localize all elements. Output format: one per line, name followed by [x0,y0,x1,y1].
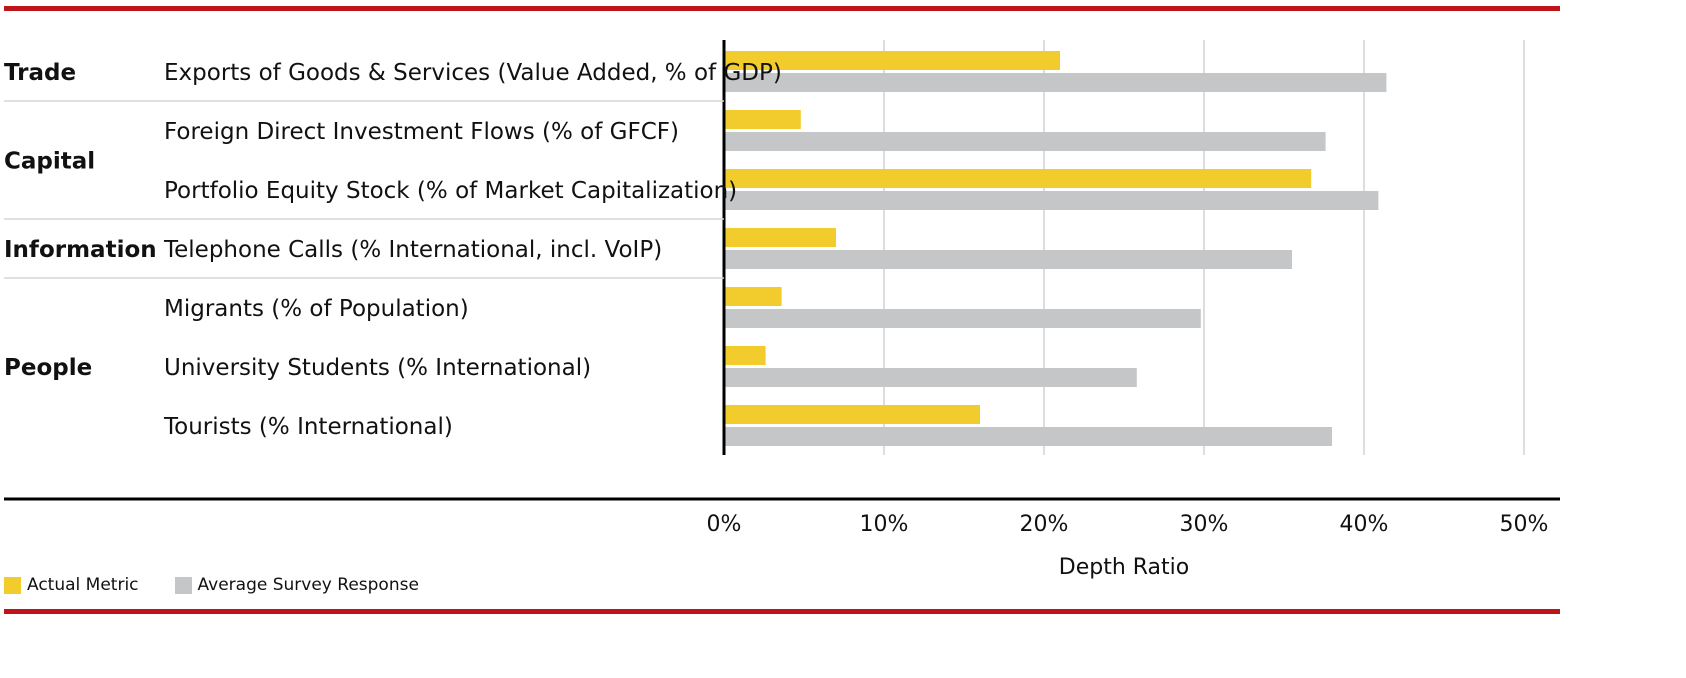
category-label-3: Telephone Calls (% International, incl. … [163,237,662,263]
category-label-5: University Students (% International) [164,355,591,381]
chart-legend: Actual Metric Average Survey Response [4,575,455,595]
bar-actual-3 [724,228,836,247]
x-axis-title: Depth Ratio [1059,555,1190,580]
category-label-0: Exports of Goods & Services (Value Added… [164,60,782,86]
legend-label-actual: Actual Metric [27,575,139,595]
category-label-6: Tourists (% International) [163,414,453,440]
top-accent-rule [4,6,1560,11]
bar-survey-0 [724,73,1387,92]
group-label-information: Information [4,237,157,263]
legend-swatch-actual [4,576,21,594]
group-label-people: People [4,355,92,381]
category-label-1: Foreign Direct Investment Flows (% of GF… [164,119,679,145]
group-label-trade: Trade [4,60,76,86]
bar-survey-2 [724,191,1379,210]
bar-actual-2 [724,169,1312,188]
x-tick-label-10: 10% [860,512,909,537]
legend-item-actual: Actual Metric [4,575,139,595]
bar-survey-4 [724,309,1201,328]
bar-survey-1 [724,132,1326,151]
category-label-2: Portfolio Equity Stock (% of Market Capi… [164,178,737,204]
bar-actual-4 [724,287,782,306]
bar-survey-3 [724,250,1292,269]
x-tick-label-40: 40% [1340,512,1389,537]
legend-label-survey: Average Survey Response [197,575,419,595]
group-label-capital: Capital [4,149,95,175]
bar-actual-1 [724,110,801,129]
x-tick-label-30: 30% [1180,512,1229,537]
legend-swatch-survey [174,576,192,594]
bar-actual-6 [724,405,980,424]
bar-actual-0 [724,51,1060,70]
bar-survey-5 [724,368,1137,387]
bottom-accent-rule [4,609,1560,614]
legend-item-survey: Average Survey Response [174,575,419,595]
category-label-4: Migrants (% of Population) [164,296,469,322]
x-tick-label-0: 0% [707,512,742,537]
bar-survey-6 [724,427,1332,446]
bar-actual-5 [724,346,766,365]
x-tick-label-20: 20% [1020,512,1069,537]
x-tick-label-50: 50% [1500,512,1549,537]
